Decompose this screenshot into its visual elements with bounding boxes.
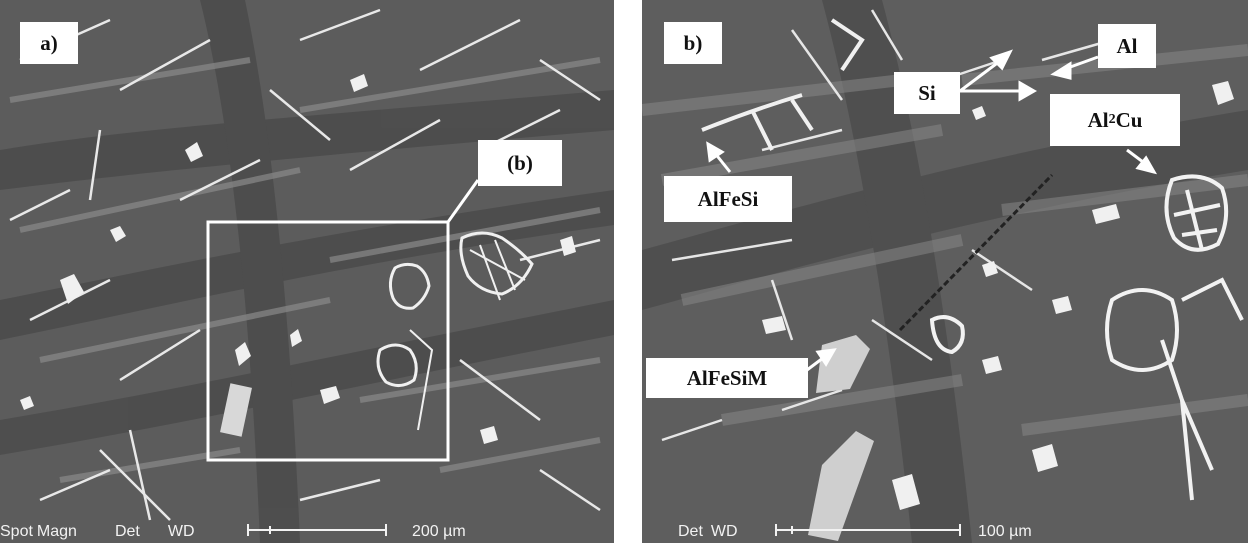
footer-a: Spot Magn Det WD <box>0 523 213 543</box>
label-alfesi: AlFeSi <box>664 176 792 222</box>
scale-label-b: 100 µm <box>978 523 1032 540</box>
al2cu-suffix: Cu <box>1115 107 1143 132</box>
al2cu-subscript: 2 <box>1108 112 1116 127</box>
footer-b-det: Det <box>678 523 703 540</box>
footer-spot: Spot <box>0 523 33 540</box>
micrograph-panel-b: b) Al Si Al 2 Cu AlFeSi AlFeSiM Det WD 100 … <box>642 0 1248 543</box>
footer-b-wd: WD <box>710 523 738 540</box>
label-alfesim: AlFeSiM <box>646 358 808 398</box>
micrograph-a-image <box>0 0 614 543</box>
footer-b: Det WD <box>678 523 756 543</box>
label-al2cu: Al 2 Cu <box>1050 94 1180 146</box>
inset-box <box>206 179 480 462</box>
label-si: Si <box>894 72 960 114</box>
panel-b-label: b) <box>664 22 722 64</box>
footer-wd: WD <box>167 523 195 540</box>
panel-a-label: a) <box>20 22 78 64</box>
scale-bar-a <box>247 524 387 536</box>
micrograph-b-image <box>642 0 1248 543</box>
al2cu-prefix: Al <box>1087 107 1109 132</box>
inset-b-label: (b) <box>478 140 562 186</box>
label-al: Al <box>1098 24 1156 68</box>
scale-label-a: 200 µm <box>412 523 466 540</box>
label-arrows <box>706 49 1158 372</box>
footer-magn: Magn <box>36 523 77 540</box>
footer-det: Det <box>114 523 140 540</box>
micrograph-panel-a: a) (b) Spot Magn Det WD 200 µm <box>0 0 614 543</box>
scale-bar-b <box>775 524 961 536</box>
